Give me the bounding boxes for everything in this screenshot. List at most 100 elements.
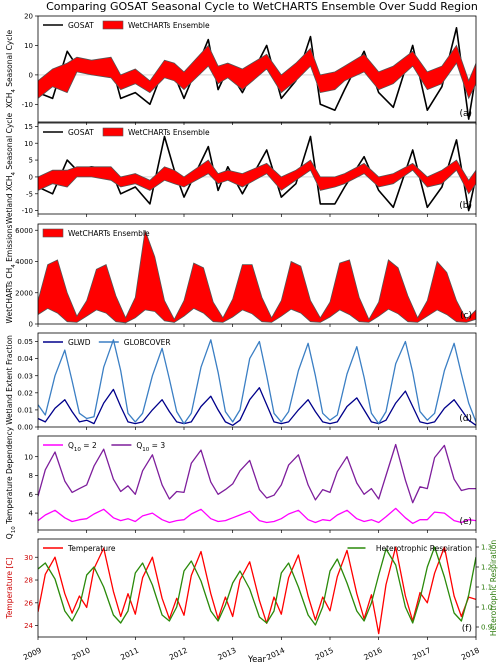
y-tick-label: -10 (22, 207, 33, 215)
y-label-part: Q (5, 533, 14, 539)
y-label-part: WetCHARTs CH (5, 268, 14, 324)
y-label-sub: 4 (11, 172, 17, 176)
y-label-part: XCH (5, 93, 14, 108)
plot-area (38, 546, 476, 635)
y-right-tick-label: 1.0 (481, 604, 492, 612)
y-label-sub: 4 (11, 264, 17, 268)
x-tick-label: 2012 (168, 646, 189, 662)
y-tick-label: 0.04 (17, 355, 33, 363)
series-band (38, 159, 476, 195)
series-line (38, 387, 476, 426)
y-axis-label: Wetland Extent Fraction (5, 335, 14, 425)
legend-swatch (42, 228, 64, 238)
y-label-part: Temperature Dependency (5, 426, 14, 526)
panel-b: -10 -5 0 5 10 15 (b) Wetland XCH4 Seasonal Cycl… (5, 112, 477, 224)
series-line (38, 443, 476, 504)
y-right-tick-label: 1.1 (481, 584, 492, 592)
y-right-tick-label: 1.2 (481, 564, 492, 572)
y-tick-label: 8 (29, 472, 33, 480)
figure-title: Comparing GOSAT Seasonal Cycle to WetCHA… (46, 0, 478, 13)
legend-part: = 3 (149, 441, 165, 450)
plot-area (38, 443, 476, 525)
x-tick-label: 2018 (460, 646, 481, 662)
y-tick-label: 10 (24, 453, 33, 461)
x-tick-label: 2017 (411, 646, 432, 662)
panel-d: 0.00 0.01 0.02 0.03 0.04 0.05 (d) Wetland Exten… (5, 332, 477, 432)
y-tick-label: 15 (24, 123, 33, 131)
y-right-tick-label: 0.9 (481, 624, 492, 632)
legend-label: Temperature (67, 544, 116, 553)
y-tick-label: 0 (29, 321, 33, 329)
legend-label: WetCHARTs Ensemble (68, 229, 150, 238)
y-tick-label: 30 (24, 554, 33, 562)
x-tick-label: 2010 (70, 646, 91, 662)
legend-label: WetCHARTs Ensemble (128, 21, 210, 30)
y-tick-label: 4000 (15, 258, 33, 266)
y-tick-label: 6000 (15, 227, 33, 235)
legend-swatch (102, 20, 124, 30)
legend-label: Q10 = 2 (68, 441, 97, 453)
x-tick-label: 2013 (216, 646, 237, 662)
panel-label: (d) (459, 414, 472, 424)
legend-label: GLOBCOVER (124, 338, 171, 347)
y-tick-label: 5 (29, 157, 33, 165)
x-axis-label: Year (247, 655, 267, 665)
plot-area (38, 230, 476, 324)
y-tick-label: 0.00 (17, 424, 33, 432)
panel-frame (37, 15, 477, 123)
legend-label: GLWD (68, 338, 91, 347)
series-line (38, 507, 476, 525)
x-tick-label: 2015 (314, 646, 335, 662)
plot-area (38, 27, 476, 120)
y-label-part: Emissions (5, 224, 14, 264)
y-axis-label: Wetland XCH4 Seasonal Cycle (5, 112, 17, 224)
y-tick-label: 0.02 (17, 389, 33, 397)
panel-frame (37, 538, 477, 638)
y-tick-label: 0.05 (17, 338, 33, 346)
y-label-part: Seasonal Cycle (5, 30, 14, 90)
x-tick-label: 2016 (362, 646, 383, 662)
y-tick-label: 26 (24, 599, 33, 607)
panel-a: -10 0 10 20 (a) XCH4 Seasonal Cycle GOSAT WetCH… (5, 13, 477, 125)
legend-part: Q (136, 441, 142, 450)
series-line (38, 546, 476, 635)
x-tick-label: 2011 (119, 646, 140, 662)
legend-label: WetCHARTs Ensemble (128, 128, 210, 137)
y-label-part: Seasonal Cycle (5, 112, 14, 172)
x-tick-label: 2009 (22, 646, 43, 662)
panel-frame (37, 435, 477, 531)
y-axis-label: XCH4 Seasonal Cycle (5, 30, 17, 109)
y-tick-label: 0.03 (17, 372, 33, 380)
plot-area (38, 135, 476, 212)
series-line (38, 546, 476, 626)
panel-label: (e) (459, 517, 472, 527)
y-label-sub: 10 (11, 526, 17, 533)
y-axis-label: WetCHARTs CH4 Emissions (5, 224, 17, 323)
series-band (38, 44, 476, 100)
y-tick-label: 10 (24, 140, 33, 148)
series-line (38, 339, 476, 425)
y-tick-label: 28 (24, 577, 33, 585)
y-label-part: Wetland XCH (5, 176, 14, 225)
y-right-tick-label: 1.3 (481, 544, 492, 552)
y-tick-label: 20 (24, 13, 33, 21)
y-tick-label: -10 (22, 101, 33, 109)
x-tick-label: 2014 (265, 646, 286, 662)
legend-part: = 2 (81, 441, 97, 450)
y-tick-label: 10 (24, 42, 33, 50)
y-tick-label: 24 (24, 622, 33, 630)
legend-sub: 10 (74, 447, 81, 453)
legend-label: Q10 = 3 (136, 441, 165, 453)
y-axis-right-label: Heterotrophic Respiration (489, 540, 498, 636)
series-band (38, 230, 476, 324)
y-label-sub: 4 (11, 89, 17, 93)
legend-sub: 10 (142, 447, 149, 453)
y-tick-label: 0.01 (17, 407, 33, 415)
legend-label: GOSAT (68, 128, 94, 137)
panel-label: (a) (459, 109, 472, 119)
y-tick-label: 0 (29, 174, 33, 182)
panel-label: (f) (462, 624, 472, 634)
panel-label: (c) (460, 311, 472, 321)
y-tick-label: -5 (26, 190, 33, 198)
